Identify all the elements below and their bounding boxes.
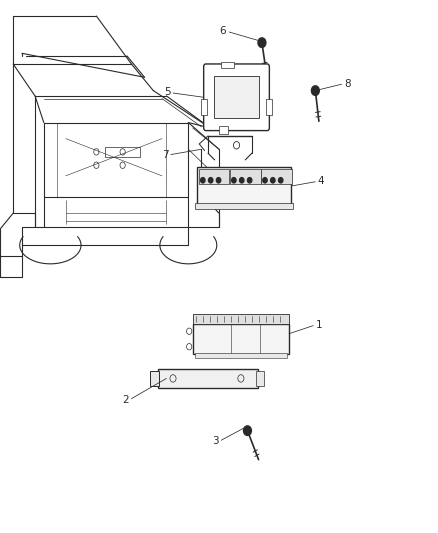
Bar — [219, 126, 228, 134]
Bar — [199, 169, 230, 184]
Bar — [193, 324, 289, 354]
Circle shape — [311, 86, 319, 95]
Circle shape — [271, 177, 275, 183]
Text: 2: 2 — [123, 395, 129, 405]
Circle shape — [263, 177, 267, 183]
Circle shape — [216, 177, 221, 183]
Bar — [105, 147, 140, 157]
Text: 7: 7 — [162, 150, 169, 160]
Text: 1: 1 — [315, 320, 322, 329]
Circle shape — [279, 177, 283, 183]
Bar — [197, 167, 291, 205]
Text: 4: 4 — [318, 176, 324, 185]
Bar — [221, 62, 234, 68]
Circle shape — [208, 177, 213, 183]
Bar — [214, 76, 259, 118]
Bar — [256, 371, 264, 386]
Bar — [261, 169, 292, 184]
Circle shape — [258, 38, 266, 47]
FancyBboxPatch shape — [204, 64, 269, 131]
Text: 8: 8 — [344, 79, 350, 88]
Bar — [195, 353, 287, 358]
Bar — [193, 314, 289, 324]
Circle shape — [244, 426, 251, 435]
Bar — [150, 371, 159, 386]
Text: 5: 5 — [164, 87, 171, 97]
Text: 6: 6 — [219, 26, 226, 36]
Text: 3: 3 — [212, 437, 219, 446]
Bar — [195, 203, 293, 209]
Bar — [158, 369, 258, 388]
Bar — [266, 99, 272, 115]
Circle shape — [201, 177, 205, 183]
Circle shape — [232, 177, 236, 183]
Bar — [230, 169, 261, 184]
Circle shape — [247, 177, 252, 183]
Bar — [201, 99, 207, 115]
Circle shape — [240, 177, 244, 183]
